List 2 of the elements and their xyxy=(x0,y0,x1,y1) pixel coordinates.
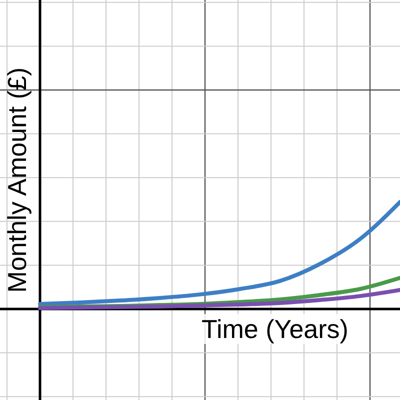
x-axis-title: Time (Years) xyxy=(202,314,348,344)
y-axis-title: Monthly Amount (£) xyxy=(2,67,32,293)
